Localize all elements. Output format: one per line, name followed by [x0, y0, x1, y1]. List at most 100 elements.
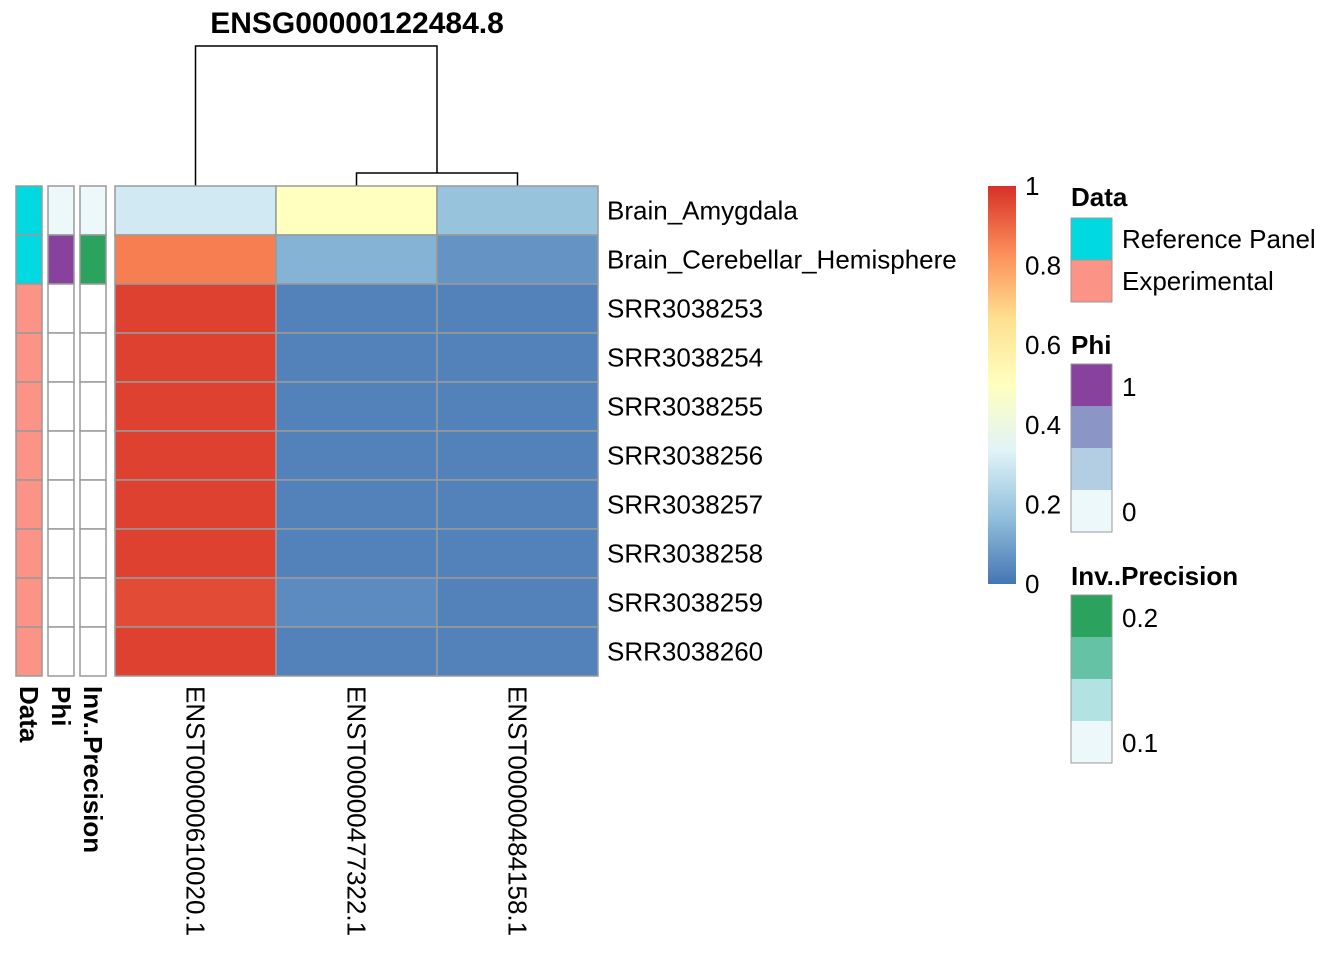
- heatmap-cell: [275, 479, 438, 530]
- annotation-cell: [15, 185, 43, 236]
- column-label: ENST00000484158.1: [503, 686, 533, 936]
- annotation-label: Inv..Precision: [78, 686, 108, 853]
- annotation-cell: [79, 479, 107, 530]
- legend-swatch: [1070, 259, 1113, 303]
- heatmap-cell: [436, 430, 599, 481]
- dendrogram-branch: [194, 45, 438, 186]
- colorbar-tick-label: 0.2: [1025, 489, 1061, 519]
- heatmap-cell: [436, 332, 599, 383]
- row-label: SRR3038260: [607, 637, 763, 667]
- legend-label: 0.1: [1122, 728, 1158, 758]
- heatmap-cell: [436, 479, 599, 530]
- heatmap-cell: [114, 283, 277, 334]
- annotation-cell: [15, 283, 43, 334]
- legend-swatch: [1071, 595, 1112, 637]
- heatmap-cell: [436, 577, 599, 628]
- heatmap-cell: [275, 381, 438, 432]
- annotation-cell: [47, 430, 75, 481]
- heatmap-cell: [114, 479, 277, 530]
- heatmap-cell: [114, 234, 277, 285]
- heatmap-cell: [275, 430, 438, 481]
- colorbar-tick-label: 0.6: [1025, 330, 1061, 360]
- legend-label: 0: [1122, 497, 1136, 527]
- legend-swatch: [1071, 490, 1112, 532]
- column-labels: ENST00000610020.1 ENST00000477322.1 ENST00…: [181, 686, 533, 936]
- heatmap-cell: [275, 626, 438, 677]
- annotation-cell: [47, 332, 75, 383]
- column-dendrogram: [194, 45, 519, 186]
- annotation-cell: [79, 332, 107, 383]
- heatmap-cell: [436, 283, 599, 334]
- row-label: SRR3038259: [607, 588, 763, 618]
- annotation-cell: [47, 528, 75, 579]
- annotation-cell: [79, 381, 107, 432]
- row-label: SRR3038255: [607, 392, 763, 422]
- heatmap-cell: [114, 381, 277, 432]
- annotation-cell: [47, 626, 75, 677]
- row-labels: Brain_Amygdala Brain_Cerebellar_Hemispher…: [607, 196, 957, 667]
- annotation-cell: [47, 479, 75, 530]
- legend-label: Experimental: [1122, 266, 1274, 296]
- annotation-cell: [79, 185, 107, 236]
- annotation-cell: [79, 577, 107, 628]
- heatmap-cell: [114, 626, 277, 677]
- heatmap-cells: [114, 185, 599, 677]
- annotation-cell: [47, 234, 75, 285]
- heatmap-cell: [275, 185, 438, 236]
- colorbar-legend: 0 0.2 0.4 0.6 0.8 1: [988, 171, 1061, 599]
- colorbar-tick-label: 1: [1025, 171, 1039, 201]
- annotation-cell: [15, 479, 43, 530]
- row-label: SRR3038256: [607, 441, 763, 471]
- heatmap-cell: [114, 185, 277, 236]
- heatmap-cell: [436, 528, 599, 579]
- colorbar: [988, 186, 1016, 584]
- row-label: SRR3038254: [607, 343, 763, 373]
- colorbar-tick-label: 0.4: [1025, 410, 1061, 440]
- legend-label: 0.2: [1122, 603, 1158, 633]
- annotation-cell: [79, 528, 107, 579]
- column-label: ENST00000610020.1: [181, 686, 211, 936]
- heatmap-cell: [114, 577, 277, 628]
- heatmap-cell: [275, 528, 438, 579]
- heatmap-cell: [275, 332, 438, 383]
- row-label: SRR3038258: [607, 539, 763, 569]
- heatmap-cell: [114, 430, 277, 481]
- annotation-cell: [15, 234, 43, 285]
- legend-swatch: [1071, 721, 1112, 763]
- annotation-cell: [15, 626, 43, 677]
- annotation-cell: [79, 234, 107, 285]
- annotation-cell: [47, 381, 75, 432]
- heatmap-cell: [114, 332, 277, 383]
- legend-label: Reference Panel: [1122, 224, 1316, 254]
- legend-swatch: [1071, 448, 1112, 490]
- legend-title: Inv..Precision: [1071, 561, 1238, 591]
- annotation-cell: [47, 577, 75, 628]
- legend-swatch: [1071, 364, 1112, 406]
- annotation-label: Phi: [46, 686, 76, 726]
- row-label: SRR3038257: [607, 490, 763, 520]
- annotation-labels: Data Phi Inv..Precision: [14, 686, 108, 853]
- row-label: Brain_Cerebellar_Hemisphere: [607, 245, 957, 275]
- heatmap-cell: [275, 577, 438, 628]
- column-label: ENST00000477322.1: [342, 686, 372, 936]
- annotation-cell: [47, 185, 75, 236]
- heatmap-cell: [436, 626, 599, 677]
- legend-border: [1070, 594, 1113, 764]
- legend-swatch: [1071, 637, 1112, 679]
- heatmap-cell: [436, 234, 599, 285]
- row-label: SRR3038253: [607, 294, 763, 324]
- legend-swatch: [1071, 679, 1112, 721]
- colorbar-tick-label: 0.8: [1025, 251, 1061, 281]
- annotation-cell: [79, 430, 107, 481]
- annotation-tracks: [15, 185, 107, 677]
- annotation-cell: [79, 626, 107, 677]
- annotation-legends: Data Reference Panel Experimental Phi 1 0 Inv.…: [1070, 182, 1316, 764]
- heatmap-cell: [436, 381, 599, 432]
- heatmap-cell: [114, 528, 277, 579]
- dendrogram-branch: [355, 172, 519, 186]
- legend-swatch: [1071, 406, 1112, 448]
- annotation-cell: [15, 332, 43, 383]
- annotation-cell: [15, 528, 43, 579]
- legend-label: 1: [1122, 372, 1136, 402]
- annotation-cell: [47, 283, 75, 334]
